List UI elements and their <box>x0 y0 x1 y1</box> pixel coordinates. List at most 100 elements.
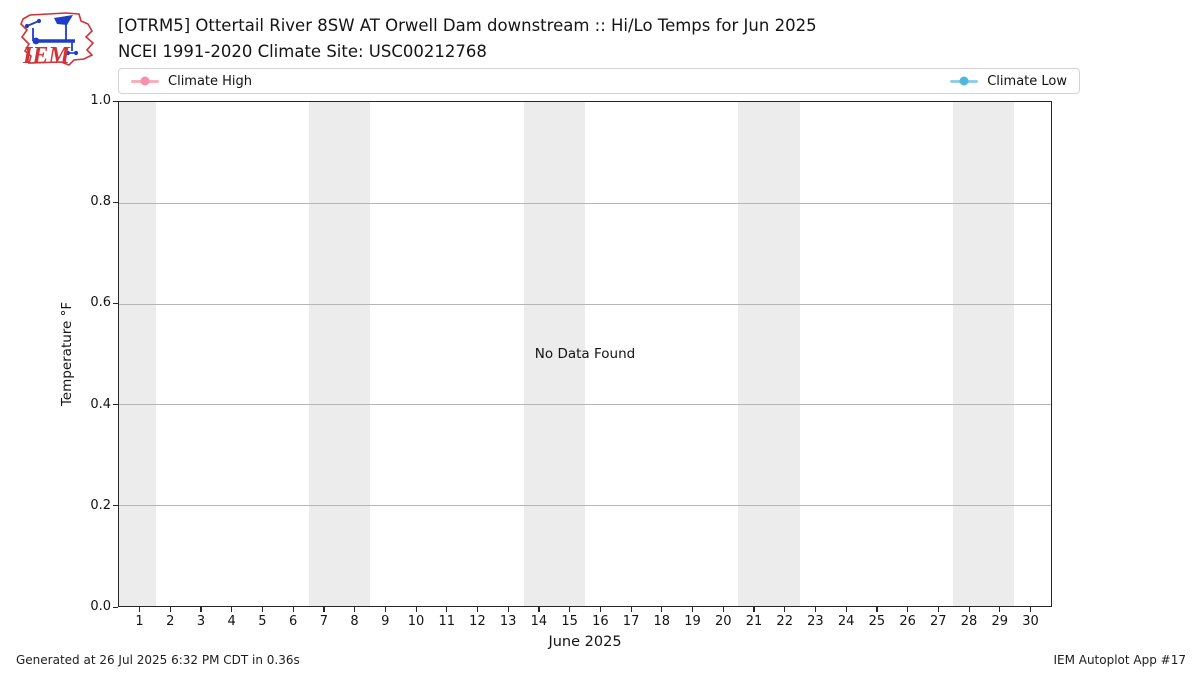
climate-high-marker-icon <box>140 76 150 86</box>
x-tick-mark <box>538 607 540 612</box>
x-tick-mark <box>599 607 602 612</box>
x-tick-mark <box>999 607 1001 612</box>
x-tick-mark <box>753 607 755 612</box>
no-data-text: No Data Found <box>534 346 636 362</box>
x-tick-label: 9 <box>381 614 390 629</box>
x-tick-label: 23 <box>807 614 824 629</box>
x-tick-label: 22 <box>776 614 793 629</box>
page-title: [OTRM5] Ottertail River 8SW AT Orwell Da… <box>118 16 817 35</box>
legend-label-climate-high: Climate High <box>168 73 253 89</box>
climate-low-marker-icon <box>959 76 969 86</box>
y-tick-label: 0.4 <box>90 396 111 412</box>
x-tick-label: 17 <box>622 614 640 629</box>
x-tick-mark <box>1029 607 1032 612</box>
x-tick-label: 25 <box>868 614 886 629</box>
x-tick-mark <box>261 607 264 612</box>
x-tick-label: 28 <box>960 614 978 629</box>
x-tick-mark <box>937 607 939 612</box>
x-tick-label: 26 <box>899 614 916 629</box>
x-tick-mark <box>169 607 171 612</box>
legend-label-climate-low: Climate Low <box>987 73 1067 89</box>
x-tick-mark <box>784 607 786 612</box>
x-tick-mark <box>569 607 571 612</box>
x-tick-mark <box>139 607 141 612</box>
y-tick-label: 0.8 <box>90 194 111 210</box>
page-subtitle: NCEI 1991-2020 Climate Site: USC00212768 <box>118 42 487 61</box>
y-axis-label: Temperature °F <box>59 301 75 407</box>
title-block: [OTRM5] Ottertail River 8SW AT Orwell Da… <box>118 13 817 65</box>
x-tick-mark <box>292 607 294 612</box>
x-tick-label: 2 <box>166 614 175 629</box>
x-tick-mark <box>200 607 202 612</box>
y-tick-label: 0.6 <box>90 295 111 311</box>
y-tick-label: 0.0 <box>90 599 111 614</box>
x-tick-mark <box>323 607 325 612</box>
legend-item-climate-low: Climate Low <box>950 74 1067 89</box>
y-gridline <box>119 404 1051 406</box>
y-tick-label: 0.2 <box>90 497 111 513</box>
x-tick-mark <box>876 607 878 612</box>
x-tick-label: 13 <box>499 614 517 629</box>
y-gridline <box>119 202 1051 204</box>
x-tick-label: 19 <box>684 614 701 629</box>
y-tick-mark <box>113 302 118 305</box>
x-tick-mark <box>968 607 970 612</box>
x-tick-label: 12 <box>469 614 486 629</box>
iowa-outline-icon <box>20 12 95 66</box>
x-tick-label: 18 <box>653 614 671 629</box>
x-tick-mark <box>722 607 724 612</box>
x-tick-label: 10 <box>407 614 425 629</box>
x-tick-label: 8 <box>350 614 359 629</box>
x-tick-label: 3 <box>196 614 206 629</box>
y-tick-label: 1.0 <box>90 93 111 108</box>
weather-vane-icon <box>24 15 79 56</box>
iem-logo: IEM <box>20 12 95 69</box>
x-tick-label: 20 <box>714 614 732 629</box>
x-tick-label: 27 <box>930 614 947 629</box>
y-tick-mark <box>113 100 118 102</box>
x-tick-mark <box>415 607 417 612</box>
footer-generated-text: Generated at 26 Jul 2025 6:32 PM CDT in … <box>16 653 300 667</box>
y-tick-mark <box>113 505 118 507</box>
x-tick-mark <box>845 607 847 612</box>
footer-app-text: IEM Autoplot App #17 <box>1053 653 1186 667</box>
weekend-band <box>738 102 800 606</box>
x-tick-label: 1 <box>135 614 144 629</box>
x-tick-mark <box>231 607 233 612</box>
y-gridline <box>119 505 1051 507</box>
x-tick-label: 29 <box>991 614 1009 629</box>
legend-item-climate-high: Climate High <box>131 74 252 89</box>
climate-high-line-sample-icon <box>131 76 159 86</box>
weekend-band <box>309 102 371 606</box>
x-tick-mark <box>446 607 448 612</box>
x-tick-label: 6 <box>288 614 298 629</box>
x-tick-label: 24 <box>837 614 855 629</box>
x-axis-label: June 2025 <box>548 634 622 650</box>
y-tick-mark <box>113 404 118 406</box>
x-tick-label: 7 <box>319 614 328 629</box>
x-tick-mark <box>661 607 663 612</box>
x-tick-mark <box>354 607 356 612</box>
plot-area: No Data Found <box>118 101 1052 607</box>
weekend-band <box>523 102 585 606</box>
x-tick-label: 30 <box>1022 614 1039 629</box>
x-tick-label: 16 <box>592 614 609 629</box>
x-tick-label: 21 <box>745 614 763 629</box>
chart-legend: Climate High Climate Low <box>118 68 1080 94</box>
climate-low-line-sample-icon <box>950 76 979 86</box>
x-tick-mark <box>507 607 509 612</box>
y-gridline <box>119 303 1051 305</box>
weekend-band <box>952 102 1015 606</box>
x-tick-label: 11 <box>438 614 455 629</box>
iem-logo-text: IEM <box>22 43 71 69</box>
x-tick-mark <box>384 607 386 612</box>
x-tick-label: 5 <box>258 614 267 629</box>
x-tick-label: 15 <box>561 614 578 629</box>
y-tick-mark <box>113 606 118 608</box>
y-tick-mark <box>113 201 118 203</box>
x-tick-mark <box>476 607 479 612</box>
x-tick-mark <box>814 607 817 612</box>
x-tick-mark <box>907 607 909 612</box>
weekend-band <box>119 102 156 606</box>
